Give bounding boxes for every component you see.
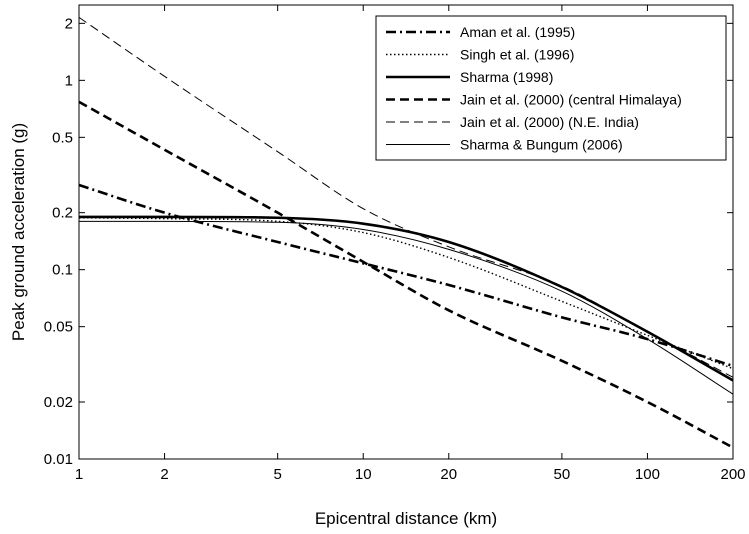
- y-tick-label: 2: [65, 15, 73, 32]
- series-layer: [78, 16, 734, 449]
- y-tick-label: 0.5: [52, 129, 73, 146]
- x-tick-label: 1: [75, 466, 83, 483]
- legend-label-aman-et-al-1995: Aman et al. (1995): [460, 24, 575, 40]
- x-tick-label: 100: [635, 466, 660, 483]
- x-ticks: 1 2 5 10 20 50 100 200: [75, 5, 746, 483]
- x-tick-label: 10: [355, 466, 372, 483]
- series-line-singh-et-al-1996: [78, 217, 734, 370]
- x-tick-label: 2: [160, 466, 168, 483]
- series-line-jain-et-al-2000-central-himalaya: [78, 100, 734, 449]
- y-tick-label: 0.2: [52, 205, 73, 222]
- y-axis-label: Peak ground acceleration (g): [9, 123, 28, 341]
- legend-label-singh-et-al-1996: Singh et al. (1996): [460, 47, 574, 63]
- x-tick-label: 5: [273, 466, 281, 483]
- legend-label-jain-et-al-2000-n-e-india: Jain et al. (2000) (N.E. India): [460, 114, 639, 130]
- x-tick-label: 20: [440, 466, 457, 483]
- x-tick-label: 200: [720, 466, 745, 483]
- series-line-aman-et-al-1995: [78, 183, 734, 368]
- series-line-sharma-bungum-2006: [79, 220, 734, 395]
- y-tick-label: 1: [65, 72, 73, 89]
- legend-box: [375, 15, 727, 161]
- y-tick-label: 0.02: [44, 394, 73, 411]
- y-tick-label: 0.1: [52, 262, 73, 279]
- legend-label-sharma-bungum-2006: Sharma & Bungum (2006): [460, 137, 623, 153]
- legend: Aman et al. (1995) Singh et al. (1996) Sha…: [375, 15, 727, 161]
- plot-frame: [78, 4, 734, 460]
- legend-label-sharma-1998: Sharma (1998): [460, 69, 553, 85]
- series-line-sharma-1998: [79, 215, 734, 382]
- y-tick-label: 0.01: [44, 451, 73, 468]
- series-line-jain-et-al-2000-n-e-india: [78, 16, 734, 378]
- y-ticks: 0.01 0.02 0.05 0.1 0.2 0.5 1 2: [44, 15, 733, 468]
- legend-label-jain-et-al-2000-central-himalaya: Jain et al. (2000) (central Himalaya): [460, 92, 682, 108]
- x-tick-label: 50: [554, 466, 571, 483]
- y-tick-label: 0.05: [44, 319, 73, 336]
- x-axis-label: Epicentral distance (km): [315, 509, 497, 528]
